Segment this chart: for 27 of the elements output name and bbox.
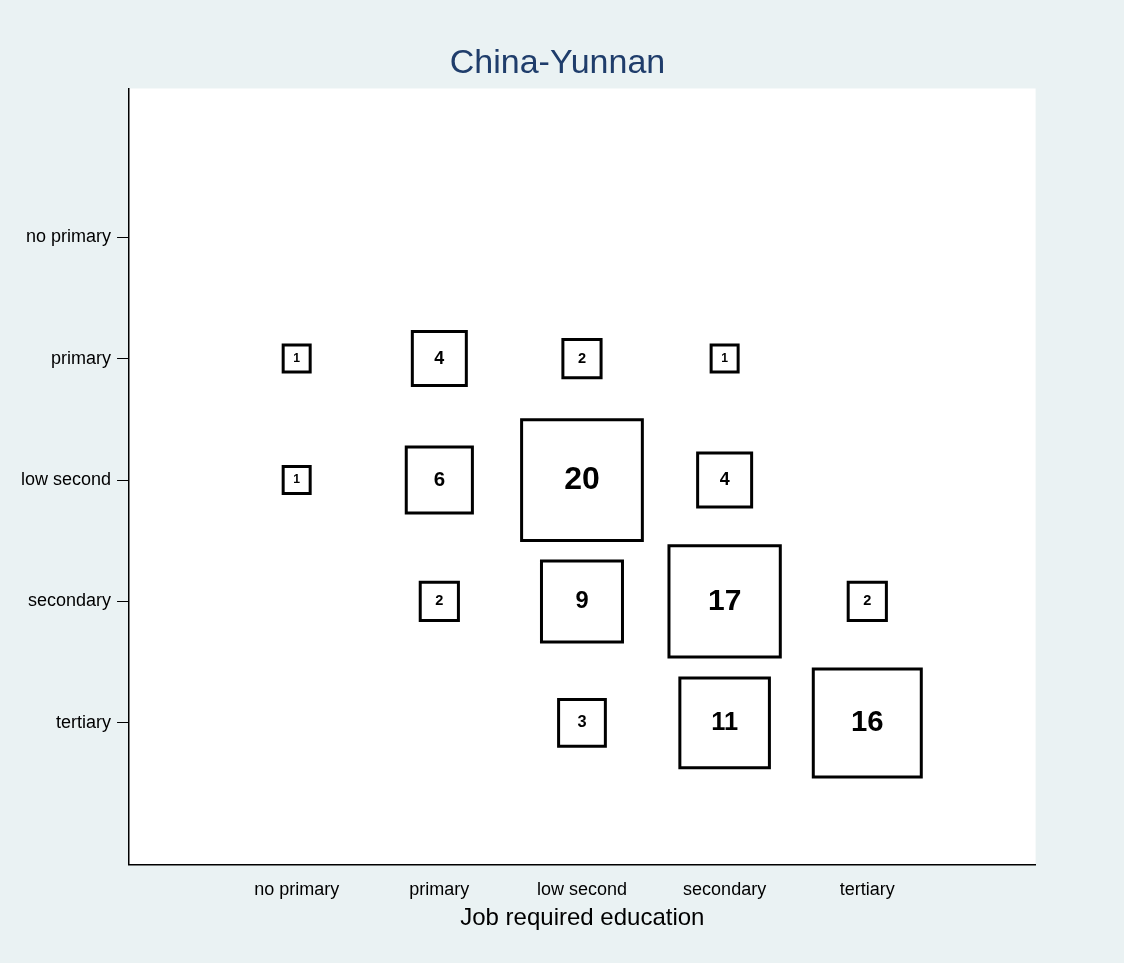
data-label: 1 <box>721 350 729 365</box>
y-tick-label: secondary <box>27 590 112 611</box>
data-label: 6 <box>433 466 446 490</box>
data-label: 2 <box>435 592 444 609</box>
x-axis-title: Job required education <box>460 903 705 931</box>
data-label: 16 <box>850 703 884 737</box>
y-tick-label: no primary <box>26 226 112 247</box>
chart-title: China-Yunnan <box>449 42 666 81</box>
y-tick-label: low second <box>20 468 112 489</box>
y-tick-label: primary <box>51 347 112 368</box>
data-label: 9 <box>575 586 589 613</box>
data-label: 2 <box>577 349 587 366</box>
data-label: 1 <box>293 472 301 487</box>
data-label: 4 <box>719 468 730 489</box>
data-label: 11 <box>711 706 739 735</box>
x-tick-label: secondary <box>683 879 767 900</box>
data-label: 3 <box>577 712 587 731</box>
x-tick-label: low second <box>536 879 628 900</box>
y-tick-label: tertiary <box>56 711 112 732</box>
data-label: 2 <box>863 592 872 609</box>
data-label: 20 <box>564 459 600 496</box>
x-tick-label: tertiary <box>839 879 895 900</box>
x-tick-label: primary <box>409 879 470 900</box>
data-label: 17 <box>707 582 742 616</box>
x-tick-label: no primary <box>254 879 340 900</box>
data-label: 1 <box>293 350 301 365</box>
data-label: 4 <box>434 347 445 368</box>
